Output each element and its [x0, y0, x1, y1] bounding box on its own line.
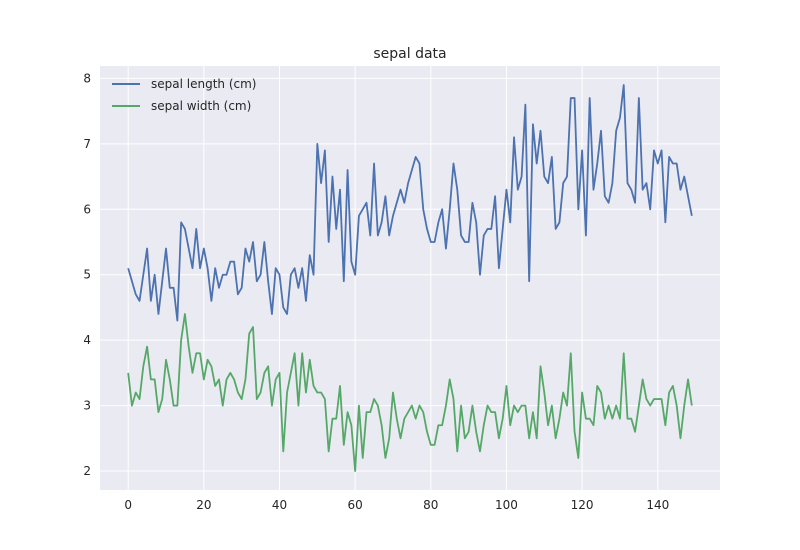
x-tick-label: 140 — [646, 498, 669, 512]
plot-background — [100, 66, 720, 490]
x-tick-label: 100 — [495, 498, 518, 512]
chart-title: sepal data — [373, 46, 446, 62]
x-tick-label: 80 — [423, 498, 438, 512]
series-layer — [127, 84, 693, 472]
legend-label-1: sepal width (cm) — [151, 99, 251, 113]
y-tick-labels: 2 3 4 5 6 7 8 — [83, 71, 91, 478]
series-line-0 — [127, 84, 693, 322]
legend-label-0: sepal length (cm) — [151, 77, 256, 91]
y-tick-label: 2 — [83, 464, 91, 478]
series-line-1 — [127, 313, 693, 472]
y-tick-label: 7 — [83, 137, 91, 151]
y-tick-label: 5 — [83, 268, 91, 282]
grid — [100, 66, 720, 490]
y-tick-label: 6 — [83, 202, 91, 216]
x-tick-label: 20 — [196, 498, 211, 512]
y-tick-label: 8 — [83, 71, 91, 85]
y-tick-label: 3 — [83, 399, 91, 413]
y-tick-label: 4 — [83, 333, 91, 347]
x-tick-label: 40 — [272, 498, 287, 512]
legend: sepal length (cm) sepal width (cm) — [112, 77, 256, 113]
x-tick-label: 60 — [348, 498, 363, 512]
x-tick-labels: 0 20 40 60 80 100 120 140 — [124, 498, 669, 512]
x-tick-label: 120 — [571, 498, 594, 512]
x-tick-label: 0 — [124, 498, 132, 512]
